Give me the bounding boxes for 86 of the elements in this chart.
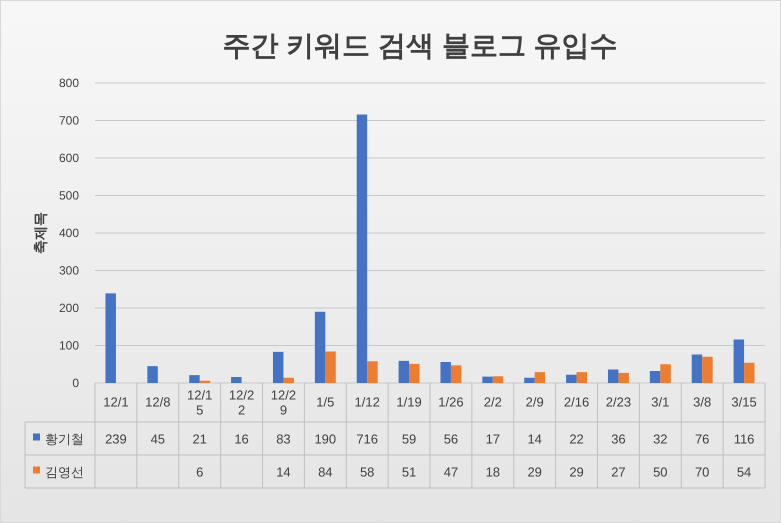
data-label: 45 — [150, 432, 166, 446]
data-label: 239 — [105, 432, 127, 446]
data-label: 190 — [314, 432, 336, 446]
x-tick-label: 3/1 — [651, 394, 670, 410]
bar — [608, 370, 618, 383]
data-label: 29 — [569, 464, 584, 480]
bar — [147, 366, 158, 383]
bar — [576, 372, 588, 383]
x-tick-label: 2/16 — [564, 394, 590, 410]
legend-label: 김영선 — [45, 464, 84, 480]
y-axis-title: 축제목 — [32, 212, 48, 254]
bar — [409, 364, 420, 383]
chart-title: 주간 키워드 검색 블로그 유입수 — [222, 30, 618, 61]
y-tick-label: 800 — [58, 76, 80, 90]
bar — [367, 361, 378, 383]
bar — [105, 293, 116, 383]
bar — [524, 378, 535, 383]
data-label: 76 — [694, 432, 710, 446]
data-label: 22 — [569, 432, 584, 446]
y-tick-label: 500 — [58, 188, 80, 202]
bar — [734, 340, 744, 383]
x-tick-label: 2/23 — [606, 394, 632, 410]
x-tick-label: 2/9 — [526, 394, 544, 410]
y-tick-label: 300 — [58, 264, 80, 278]
bar — [702, 356, 713, 383]
bar — [440, 362, 451, 383]
x-tick-label: 12/22 — [228, 388, 254, 418]
data-label: 83 — [276, 432, 291, 446]
bar — [660, 364, 671, 383]
data-label: 18 — [486, 464, 500, 480]
data-label: 50 — [653, 464, 668, 480]
data-label: 6 — [196, 464, 204, 480]
data-label: 47 — [444, 464, 458, 480]
x-tick-label: 1/12 — [354, 394, 380, 410]
y-tick-label: 100 — [58, 338, 80, 352]
bar — [283, 378, 294, 383]
data-label: 14 — [527, 432, 542, 446]
y-tick-label: 700 — [58, 114, 80, 128]
data-label: 16 — [234, 432, 249, 446]
data-label: 27 — [611, 464, 626, 480]
data-label: 58 — [360, 464, 374, 480]
data-label: 70 — [694, 464, 710, 480]
bar — [314, 312, 326, 383]
x-tick-label: 12/29 — [270, 388, 296, 418]
bar — [482, 376, 493, 383]
bar — [566, 374, 577, 383]
legend-label: 황기철 — [45, 432, 84, 446]
x-tick-label: 1/26 — [438, 394, 464, 410]
x-tick-label: 2/2 — [484, 394, 502, 410]
x-tick-label: 1/5 — [316, 394, 334, 410]
data-label: 84 — [318, 464, 333, 480]
bar — [692, 354, 702, 383]
x-tick-label: 1/19 — [396, 394, 422, 410]
x-tick-label: 12/1 — [103, 394, 129, 410]
data-label: 17 — [486, 432, 500, 446]
data-label: 54 — [736, 464, 752, 480]
bar — [450, 365, 462, 383]
y-tick-label: 600 — [58, 151, 80, 165]
data-label: 116 — [734, 432, 754, 446]
data-label: 32 — [653, 432, 668, 446]
bar — [398, 360, 410, 383]
bar — [272, 352, 284, 383]
x-tick-label: 12/8 — [145, 394, 170, 410]
data-label: 56 — [444, 432, 458, 446]
x-tick-label: 3/15 — [731, 394, 757, 410]
bar — [492, 376, 504, 383]
data-label: 14 — [276, 464, 291, 480]
bar — [618, 372, 629, 383]
data-label: 36 — [611, 432, 626, 446]
bar — [325, 352, 336, 383]
y-tick-label: 400 — [58, 226, 80, 240]
bar — [356, 114, 368, 383]
data-label: 59 — [402, 432, 416, 446]
data-label: 716 — [356, 432, 378, 446]
data-label: 21 — [192, 432, 207, 446]
data-label: 51 — [402, 464, 416, 480]
data-label: 29 — [527, 464, 542, 480]
y-tick-label: 0 — [72, 376, 80, 390]
bar — [189, 375, 200, 383]
bar — [534, 372, 546, 383]
y-tick-label: 200 — [58, 301, 80, 315]
bar — [744, 362, 755, 383]
x-tick-label: 3/8 — [693, 394, 712, 410]
x-tick-label: 12/15 — [187, 388, 212, 418]
bar — [231, 377, 242, 383]
bar — [650, 371, 660, 383]
